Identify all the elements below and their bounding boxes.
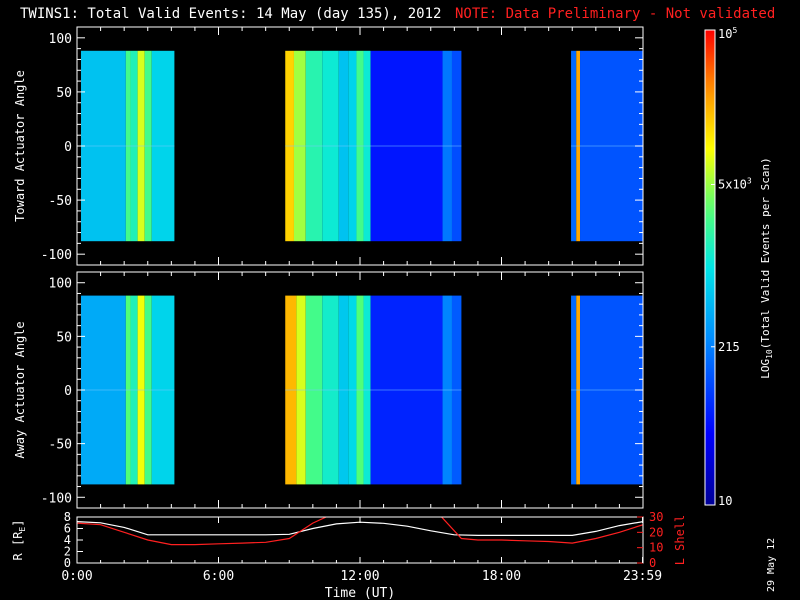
- colorbar-tick-label: 10: [718, 494, 732, 508]
- l-shell-axis-label: L Shell: [673, 515, 687, 566]
- r-tick-label: 2: [64, 545, 71, 559]
- r-tick-label: 4: [64, 533, 71, 547]
- time-tick-label: 12:00: [340, 569, 379, 584]
- l-shell-tick-label: 10: [649, 541, 663, 555]
- figure-title: TWINS1: Total Valid Events: 14 May (day …: [0, 6, 800, 26]
- y-axis-label: Toward Actuator Angle: [13, 70, 27, 222]
- y-tick-label: -100: [41, 248, 72, 263]
- y-tick-label: 50: [56, 330, 72, 345]
- y-tick-label: 50: [56, 86, 72, 101]
- preliminary-note: NOTE: Data Preliminary - Not validated: [455, 6, 776, 22]
- colorbar-tick-label: 105: [718, 26, 737, 41]
- r-tick-label: 0: [64, 556, 71, 570]
- l-shell-tick-label: 30: [649, 510, 663, 524]
- y-tick-label: -50: [49, 194, 72, 209]
- y-tick-label: 0: [64, 140, 72, 155]
- date-stamp: 29 May 12: [766, 537, 777, 592]
- r-tick-label: 8: [64, 510, 71, 524]
- colorbar: 105 5x103 215 10 LOG10(Total Valid Events pe…: [704, 26, 774, 508]
- colorbar-label: LOG10(Total Valid Events per Scan): [759, 157, 774, 379]
- y-tick-label: -50: [49, 438, 72, 453]
- colorbar-gradient: [704, 29, 716, 506]
- r-tick-label: 6: [64, 522, 71, 536]
- time-tick-label: 23:59: [623, 569, 662, 584]
- y-tick-label: -100: [41, 491, 72, 506]
- colorbar-tick-label: 215: [718, 340, 740, 354]
- x-axis-label: Time (UT): [325, 586, 395, 600]
- toward-heatmap-panel: -100 -50 0 50 100 Toward Actuator Angle: [13, 26, 644, 266]
- y-axis-label: Away Actuator Angle: [13, 321, 27, 458]
- y-tick-label: 100: [49, 32, 72, 47]
- time-tick-label: 18:00: [482, 569, 521, 584]
- r-axis-label: R [RE]: [11, 520, 27, 561]
- l-shell-line: [77, 517, 643, 546]
- l-shell-tick-label: 0: [649, 556, 656, 570]
- time-tick-label: 6:00: [203, 569, 234, 584]
- y-tick-label: 0: [64, 384, 72, 399]
- orbit-frame: [76, 516, 644, 564]
- away-heatmap-panel: -100 -50 0 50 100 Away Actuator Angle: [13, 271, 644, 509]
- time-tick-label: 0:00: [61, 569, 92, 584]
- y-tick-label: 100: [49, 277, 72, 292]
- radius-line: [77, 521, 643, 537]
- l-shell-tick-label: 20: [649, 525, 663, 539]
- colorbar-tick-label: 5x103: [718, 176, 752, 191]
- figure-title-main: TWINS1: Total Valid Events: 14 May (day …: [20, 6, 442, 22]
